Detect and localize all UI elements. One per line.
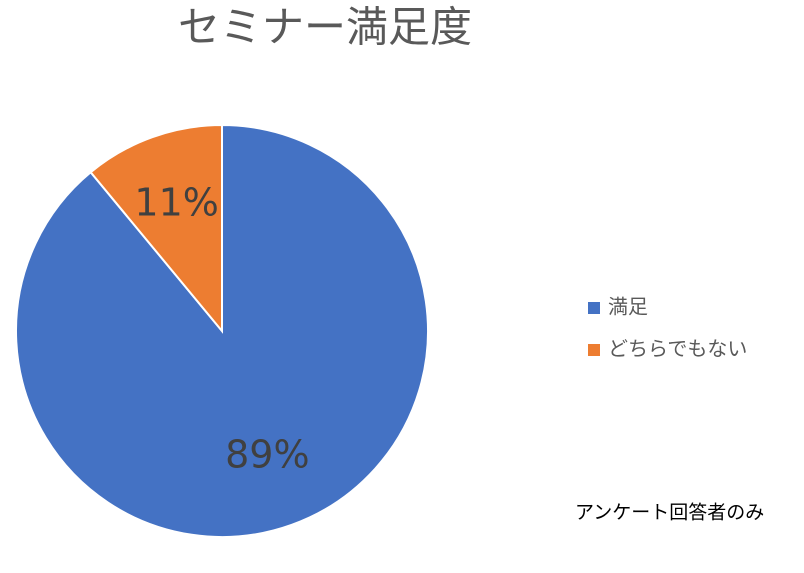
chart-title: セミナー満足度 [178,3,472,52]
legend-label: 満足 [608,295,648,319]
data-label: 11% [134,181,218,225]
legend-swatch [588,344,600,356]
data-label: 89% [225,432,309,476]
annotation: アンケート回答者のみ [575,502,764,524]
legend-swatch [588,302,600,314]
legend-label: どちらでもない [608,337,747,361]
pie-slice [89,123,223,334]
